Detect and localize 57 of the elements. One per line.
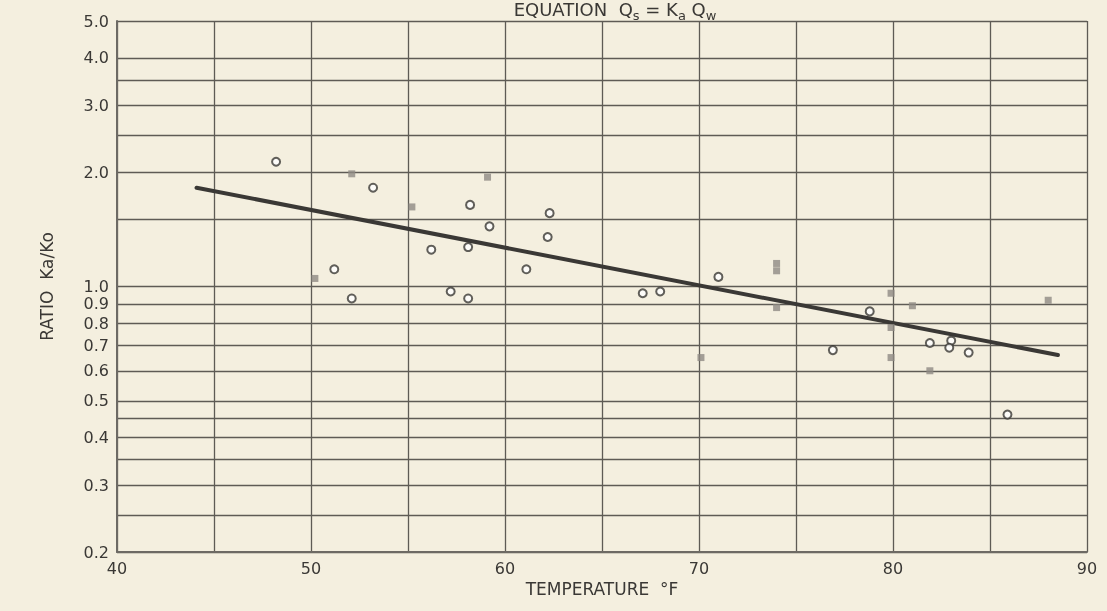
- y-tick-label: 3.0: [83, 95, 109, 115]
- point: [713, 271, 724, 282]
- point: [655, 286, 666, 297]
- x-axis-title: TEMPERATURE °F: [524, 579, 679, 600]
- point: [908, 302, 916, 310]
- point: [311, 274, 319, 282]
- y-tick-label: 0.9: [83, 294, 109, 314]
- y-tick-label: 0.7: [83, 335, 109, 355]
- point: [346, 293, 357, 304]
- point: [827, 345, 838, 356]
- y-tick-label: 2.0: [83, 162, 109, 182]
- y-tick-label: 0.2: [83, 542, 109, 562]
- y-tick-label: 0.3: [83, 475, 109, 495]
- point: [542, 232, 553, 242]
- point: [926, 367, 934, 375]
- point: [484, 173, 492, 181]
- point: [637, 288, 648, 299]
- point: [426, 244, 437, 255]
- y-tick-label: 0.6: [83, 361, 109, 381]
- y-tick-label: 1.0: [83, 277, 109, 296]
- point: [408, 203, 416, 211]
- point: [887, 354, 895, 362]
- point: [329, 264, 340, 275]
- point: [271, 156, 282, 167]
- y-tick-label: 5.0: [83, 11, 109, 31]
- y-axis-title: RATIO Ka/Ko: [36, 232, 57, 341]
- y-tick-label: 4.0: [83, 48, 109, 68]
- point: [484, 221, 495, 232]
- point: [963, 347, 974, 358]
- point: [465, 199, 476, 210]
- point: [348, 170, 356, 178]
- point: [773, 267, 781, 275]
- x-tick-label: 40: [106, 558, 128, 578]
- point: [924, 338, 935, 348]
- point: [1002, 409, 1013, 420]
- point: [887, 323, 895, 331]
- point: [1044, 296, 1052, 304]
- point: [887, 289, 895, 297]
- x-tick-label: 90: [1076, 558, 1098, 578]
- y-tick-label: 0.4: [83, 428, 109, 448]
- point: [544, 208, 555, 219]
- point: [368, 182, 379, 193]
- point: [944, 342, 955, 353]
- point: [773, 259, 781, 267]
- y-tick-label: 0.8: [83, 313, 109, 333]
- point: [463, 293, 474, 304]
- x-tick-label: 80: [882, 558, 904, 578]
- point: [697, 354, 705, 362]
- point: [445, 286, 456, 297]
- x-tick-label: 70: [688, 558, 710, 578]
- x-tick-label: 50: [300, 558, 322, 578]
- x-tick-label: 60: [494, 558, 516, 578]
- point: [773, 304, 781, 312]
- point: [864, 306, 875, 317]
- point: [463, 242, 474, 253]
- point: [521, 264, 532, 275]
- y-tick-label: 0.5: [83, 391, 109, 411]
